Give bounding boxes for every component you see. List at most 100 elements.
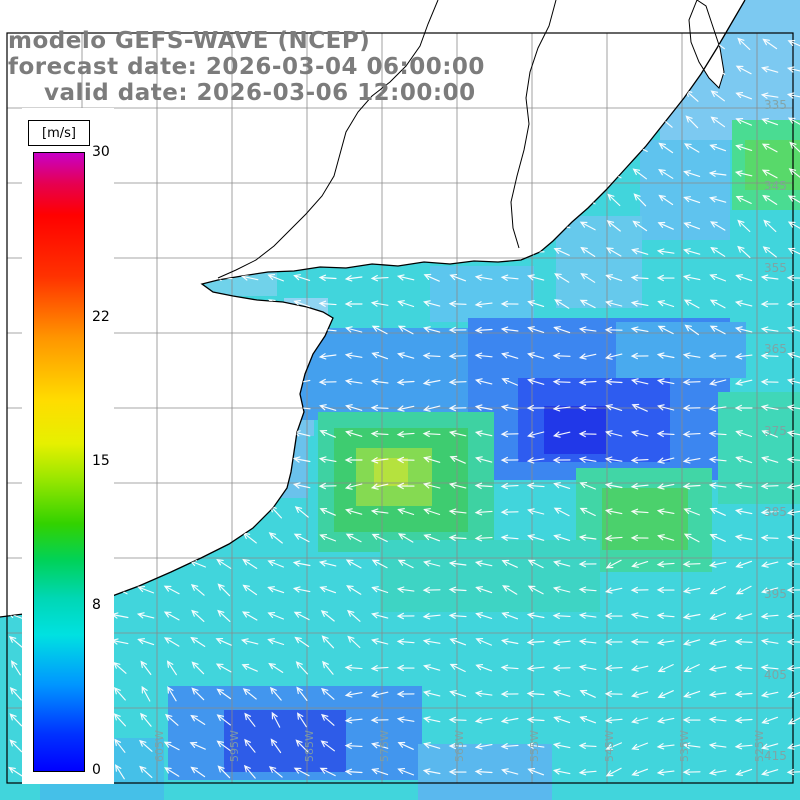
wind-arrow <box>240 456 259 463</box>
wind-arrow <box>657 664 674 673</box>
wind-arrow <box>683 170 701 177</box>
wind-arrow <box>370 483 389 490</box>
wind-arrow <box>552 405 571 412</box>
wind-arrow <box>136 326 155 334</box>
wind-arrow <box>710 64 726 75</box>
wind-arrow <box>787 195 800 205</box>
wind-arrow <box>683 65 700 74</box>
wind-arrow <box>709 507 726 516</box>
wind-arrow <box>345 404 363 411</box>
wind-arrow <box>605 39 622 49</box>
wind-arrow <box>682 560 701 568</box>
wind-arrow <box>683 533 700 543</box>
wind-arrow <box>396 197 415 204</box>
wind-arrow <box>579 507 596 517</box>
wind-arrow <box>269 686 282 701</box>
wind-arrow <box>734 743 753 750</box>
wind-arrow <box>682 404 701 412</box>
wind-arrow <box>527 352 545 359</box>
colorbar-tick: 22 <box>92 309 110 325</box>
wind-arrow <box>709 612 727 620</box>
wind-arrow <box>579 299 596 309</box>
wind-arrow <box>295 661 308 675</box>
wind-arrow <box>786 665 800 672</box>
wind-arrow <box>110 430 129 437</box>
wind-arrow <box>630 638 649 646</box>
wind-arrow <box>630 300 649 307</box>
wind-arrow <box>371 533 388 543</box>
wind-arrow <box>553 534 571 541</box>
wind-arrow <box>656 352 675 359</box>
wind-arrow <box>527 92 545 100</box>
wind-arrow <box>475 456 493 463</box>
wind-arrow <box>734 326 753 333</box>
wind-arrow <box>344 378 363 385</box>
wind-arrow <box>448 768 467 776</box>
wind-arrow <box>786 430 800 437</box>
wind-arrow <box>190 636 206 647</box>
wind-arrow <box>527 170 545 178</box>
wind-arrow <box>656 40 675 47</box>
wind-arrow <box>215 430 233 438</box>
wind-arrow <box>189 169 206 179</box>
wind-arrow <box>422 118 441 125</box>
wind-arrow <box>292 326 311 333</box>
wind-arrow <box>163 560 181 567</box>
wind-arrow <box>605 559 622 569</box>
wind-arrow <box>448 560 467 567</box>
wind-arrow <box>268 662 284 673</box>
wind-arrow <box>500 482 519 490</box>
wind-arrow <box>240 144 259 151</box>
wind-arrow <box>710 116 726 128</box>
colorbar-tick: 30 <box>92 144 110 160</box>
wind-arrow <box>552 612 571 620</box>
wind-arrow <box>266 379 285 386</box>
wind-arrow <box>735 430 753 438</box>
wind-arrow <box>526 690 545 698</box>
wind-arrow <box>606 220 621 232</box>
wind-arrow <box>580 38 596 50</box>
wind-arrow <box>292 586 311 593</box>
wind-arrow <box>137 586 155 594</box>
wind-arrow <box>7 533 24 543</box>
wind-arrow <box>266 171 285 178</box>
wind-arrow <box>787 326 800 333</box>
wind-arrow <box>604 378 623 386</box>
wind-arrow <box>604 326 623 334</box>
wind-arrow <box>683 639 701 646</box>
wind-arrow <box>162 144 181 152</box>
wind-arrow <box>604 717 623 724</box>
wind-arrow <box>630 665 649 672</box>
wind-arrow <box>138 454 153 466</box>
wind-arrow <box>164 453 179 466</box>
wind-arrow <box>526 457 545 464</box>
wind-arrow <box>658 194 674 206</box>
wind-arrow <box>242 558 258 569</box>
wave-cell-patch <box>616 322 746 378</box>
wind-arrow <box>579 716 597 724</box>
wind-arrow <box>319 430 336 438</box>
wind-arrow <box>344 352 363 359</box>
wind-arrow <box>786 638 800 646</box>
wind-arrow <box>658 168 674 179</box>
wind-arrow <box>448 378 467 386</box>
wind-arrow <box>396 405 415 412</box>
wind-arrow <box>552 664 571 672</box>
wind-arrow <box>268 766 283 778</box>
longitude-label: 535W <box>678 730 691 762</box>
wind-arrow <box>656 274 675 282</box>
wind-arrow <box>137 430 154 438</box>
wind-arrow <box>786 66 800 73</box>
wind-arrow <box>579 689 596 698</box>
river-line <box>510 0 557 249</box>
wind-arrow <box>578 353 597 360</box>
wind-arrow <box>683 196 701 204</box>
wind-arrow <box>371 768 389 776</box>
wind-arrow <box>500 196 519 203</box>
wind-arrow <box>553 560 571 567</box>
wind-arrow <box>737 219 751 233</box>
wave-cell-patch <box>602 488 688 550</box>
wind-arrow <box>448 716 467 724</box>
wind-arrow <box>682 716 701 724</box>
